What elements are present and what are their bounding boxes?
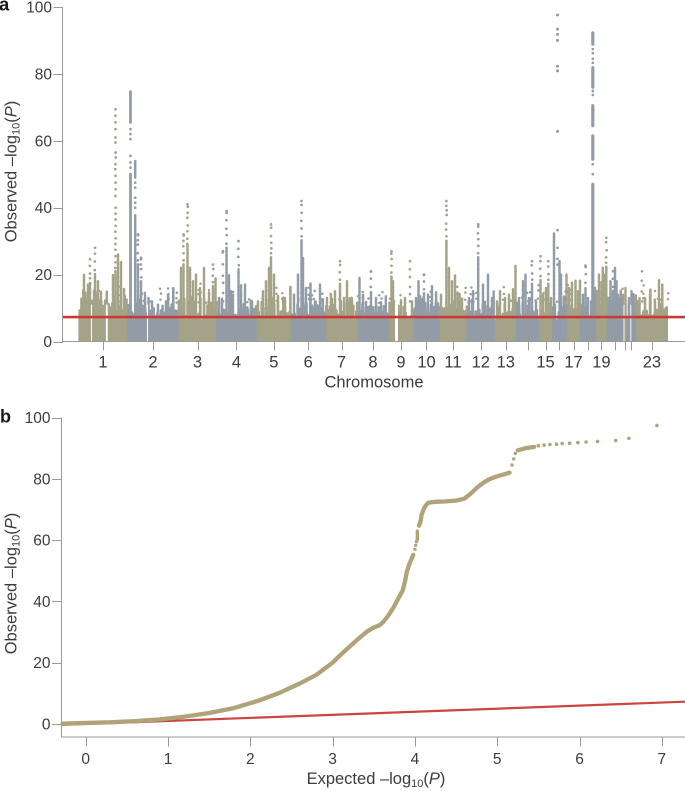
svg-text:10: 10 [417, 354, 435, 372]
svg-text:8: 8 [368, 354, 377, 372]
svg-text:2: 2 [148, 354, 157, 372]
svg-text:17: 17 [564, 354, 582, 372]
svg-text:4: 4 [411, 751, 420, 768]
svg-text:a: a [0, 0, 10, 15]
svg-text:100: 100 [25, 410, 51, 427]
svg-text:15: 15 [536, 354, 554, 372]
svg-text:1: 1 [164, 751, 173, 768]
svg-text:0: 0 [43, 334, 52, 351]
svg-text:60: 60 [35, 133, 53, 150]
svg-text:13: 13 [497, 354, 515, 372]
svg-text:40: 40 [33, 594, 51, 611]
svg-text:2: 2 [246, 751, 255, 768]
svg-text:7: 7 [337, 354, 346, 372]
svg-text:3: 3 [328, 751, 337, 768]
svg-text:80: 80 [35, 66, 53, 83]
svg-text:5: 5 [493, 751, 502, 768]
svg-text:b: b [0, 407, 11, 427]
svg-text:20: 20 [35, 267, 53, 284]
svg-text:11: 11 [444, 354, 461, 372]
svg-text:4: 4 [232, 354, 241, 372]
svg-text:1: 1 [98, 354, 107, 372]
svg-text:80: 80 [33, 471, 51, 488]
svg-text:23: 23 [643, 354, 661, 372]
svg-text:6: 6 [304, 354, 313, 372]
svg-text:7: 7 [657, 751, 666, 768]
svg-text:0: 0 [81, 751, 90, 768]
svg-text:40: 40 [35, 200, 53, 217]
svg-text:60: 60 [33, 533, 51, 550]
svg-text:0: 0 [42, 717, 51, 734]
svg-text:19: 19 [592, 354, 610, 372]
svg-text:12: 12 [472, 354, 490, 372]
svg-text:100: 100 [26, 0, 52, 17]
svg-text:9: 9 [396, 354, 405, 372]
svg-text:5: 5 [269, 354, 278, 372]
svg-text:6: 6 [575, 751, 584, 768]
svg-text:20: 20 [33, 655, 51, 672]
svg-text:Observed –log10(P): Observed –log10(P) [3, 101, 23, 243]
svg-text:Expected –log10(P): Expected –log10(P) [307, 770, 446, 790]
svg-text:Observed –log10(P): Observed –log10(P) [3, 513, 23, 655]
svg-text:3: 3 [193, 354, 202, 372]
svg-text:Chromosome: Chromosome [324, 374, 423, 392]
